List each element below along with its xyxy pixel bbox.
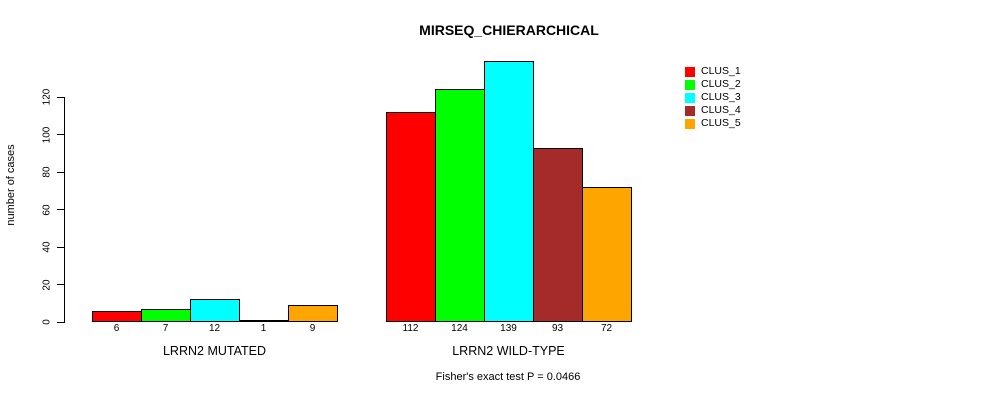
legend-label: CLUS_1	[701, 65, 741, 77]
bar-clus_4-group2	[533, 148, 583, 322]
fisher-test-annotation: Fisher's exact test P = 0.0466	[435, 371, 581, 383]
bar-clus_2-group2	[435, 89, 485, 322]
y-axis-label: number of cases	[5, 144, 17, 226]
bar-value-label: 7	[162, 323, 169, 334]
bar-clus_3-group2	[484, 61, 534, 322]
bar-clus_5-group1	[288, 305, 338, 322]
legend-entry: CLUS_1	[685, 65, 741, 78]
y-tick-mark	[57, 321, 64, 323]
legend-label: CLUS_2	[701, 78, 741, 90]
legend-swatch	[685, 92, 695, 103]
y-tick-mark	[57, 284, 64, 285]
legend-label: CLUS_3	[701, 91, 741, 103]
bar-clus_1-group2	[386, 112, 436, 322]
legend-swatch	[685, 79, 695, 90]
bar-value-label: 139	[500, 323, 517, 334]
bar-value-label: 6	[113, 323, 120, 334]
legend-swatch	[685, 66, 695, 77]
legend-entry: CLUS_2	[685, 78, 741, 91]
legend-entry: CLUS_4	[685, 104, 741, 117]
legend-label: CLUS_4	[701, 104, 741, 116]
y-tick-label: 40	[41, 241, 53, 253]
bar-value-label: 124	[451, 323, 468, 334]
bar-clus_5-group2	[582, 187, 632, 322]
y-tick-label: 80	[41, 166, 53, 178]
y-tick-mark	[57, 171, 64, 173]
bar-value-label: 72	[600, 323, 613, 334]
bar-value-label: 1	[260, 323, 267, 334]
bar-value-label: 93	[551, 323, 564, 334]
legend-entry: CLUS_3	[685, 91, 741, 104]
x-axis-group-label: LRRN2 WILD-TYPE	[452, 344, 565, 358]
legend-label: CLUS_5	[701, 117, 741, 129]
bar-value-label: 9	[309, 323, 316, 334]
y-tick-label: 100	[41, 126, 53, 143]
y-tick-mark	[57, 96, 64, 98]
y-axis-line	[64, 97, 65, 323]
bar-value-label: 112	[402, 323, 419, 334]
y-tick-mark	[57, 246, 64, 248]
legend-entry: CLUS_5	[685, 117, 741, 130]
legend: CLUS_1 CLUS_2 CLUS_3 CLUS_4 CLUS_5	[685, 65, 741, 130]
y-tick-label: 20	[41, 278, 53, 291]
y-tick-label: 120	[41, 88, 53, 106]
legend-swatch	[685, 105, 695, 116]
legend-swatch	[685, 118, 695, 129]
bar-clus_3-group1	[190, 299, 240, 322]
y-tick-label: 60	[41, 203, 53, 216]
bar-clus_2-group1	[141, 309, 191, 322]
y-tick-label: 0	[41, 319, 53, 325]
bar-clus_1-group1	[92, 311, 142, 322]
y-tick-mark	[57, 134, 64, 135]
bar-value-label: 12	[208, 323, 221, 334]
chart-title: MIRSEQ_CHIERARCHICAL	[419, 22, 599, 38]
x-axis-group-label: LRRN2 MUTATED	[162, 344, 266, 358]
y-tick-mark	[57, 209, 64, 210]
bar-clus_4-group1	[239, 320, 289, 322]
